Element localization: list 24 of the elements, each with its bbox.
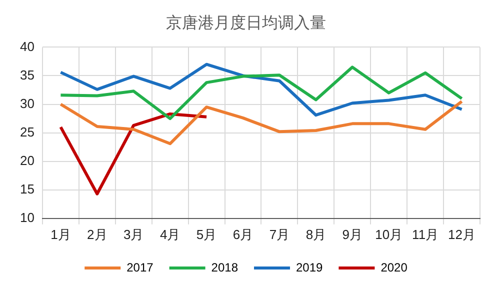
- x-tick-label: 8月: [306, 226, 326, 242]
- x-tick-label: 12月: [448, 226, 476, 242]
- legend-label: 2019: [296, 260, 324, 274]
- x-tick-label: 10月: [375, 226, 403, 242]
- x-tick-label: 11月: [412, 226, 439, 242]
- x-tick-label: 3月: [123, 226, 144, 242]
- y-tick-label: 40: [20, 38, 34, 54]
- legend-label: 2017: [126, 260, 154, 274]
- x-tick-label: 7月: [269, 226, 290, 242]
- legend-label: 2018: [211, 260, 238, 274]
- y-tick-label: 10: [20, 210, 34, 225]
- chart-title: 京唐港月度日均调入量: [166, 14, 326, 32]
- y-tick-label: 25: [20, 124, 34, 140]
- x-tick-label: 2月: [87, 226, 108, 242]
- x-tick-label: 6月: [232, 226, 254, 242]
- x-tick-label: 9月: [342, 226, 362, 242]
- x-tick-label: 1月: [50, 226, 71, 242]
- y-tick-label: 20: [20, 152, 34, 168]
- x-tick-label: 5月: [196, 226, 217, 242]
- x-tick-label: 4月: [160, 226, 180, 242]
- y-tick-label: 35: [20, 67, 34, 82]
- legend-label: 2020: [380, 260, 408, 274]
- y-tick-label: 15: [20, 181, 34, 196]
- y-tick-label: 30: [20, 96, 34, 111]
